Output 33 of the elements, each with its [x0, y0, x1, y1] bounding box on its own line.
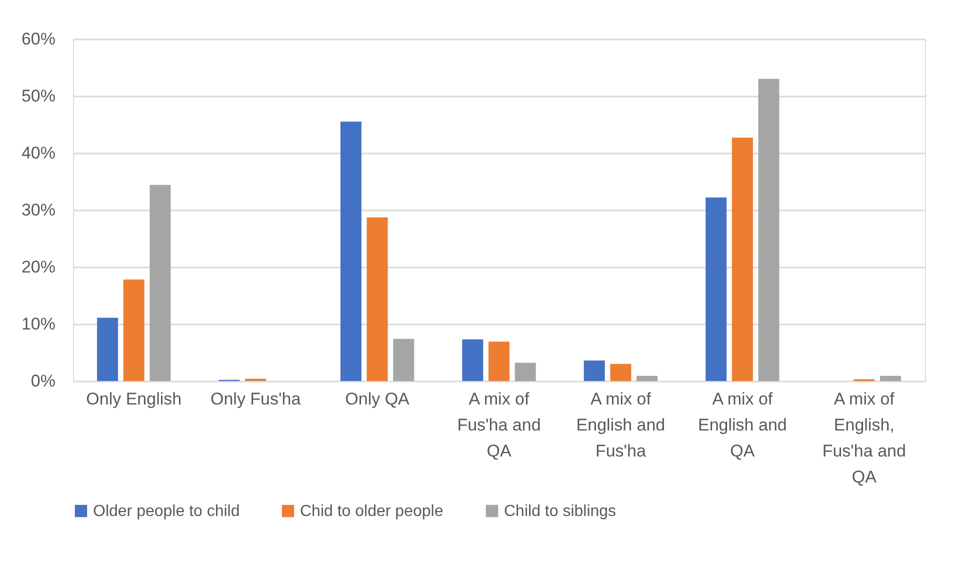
bar [366, 217, 388, 381]
y-tick-label: 40% [21, 144, 56, 162]
bar [706, 197, 727, 381]
y-tick-label: 0% [30, 372, 56, 390]
bar [584, 360, 605, 381]
x-tick-label: A mix of English and Fus'ha [576, 390, 666, 460]
x-tick-label: A mix of English and QA [698, 390, 787, 460]
bar [150, 184, 171, 381]
legend-label: Older people to child [93, 503, 240, 520]
bar [636, 376, 658, 381]
y-tick-label: 30% [21, 200, 56, 220]
legend-label: Chid to older people [300, 503, 444, 520]
y-tick-label: 10% [21, 314, 56, 334]
x-tick-label: A mix of English, Fus'ha and QA [822, 390, 906, 486]
y-tick-label: 60% [21, 30, 56, 48]
y-tick-label: 50% [21, 86, 56, 106]
bar [880, 376, 901, 381]
bar [514, 362, 536, 381]
bar [610, 364, 632, 381]
bar [732, 138, 753, 381]
x-tick-label: Only English [86, 390, 182, 408]
bar [393, 338, 414, 381]
x-tick-label: Only QA [345, 390, 410, 408]
bar [758, 78, 780, 381]
bar [462, 339, 484, 381]
bar [488, 342, 510, 381]
bar [97, 318, 118, 381]
x-tick-label: Only Fus'ha [210, 390, 302, 408]
legend-label: Child to siblings [504, 503, 616, 520]
bar [123, 280, 144, 381]
x-tick-label: A mix of Fus'ha and QA [457, 390, 541, 460]
y-tick-label: 20% [21, 258, 56, 276]
bar [340, 122, 362, 381]
